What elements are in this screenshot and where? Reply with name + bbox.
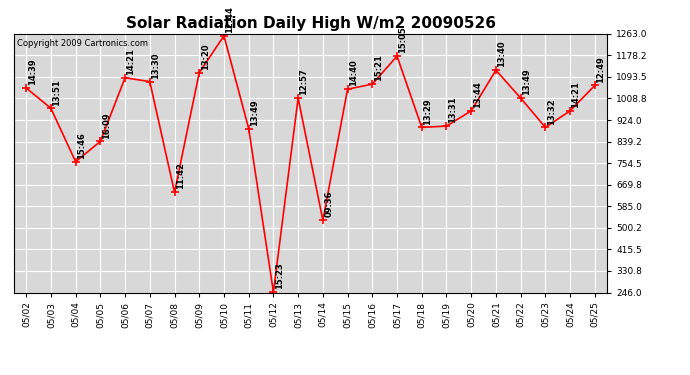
Text: 13:49: 13:49 [250,99,259,126]
Text: 12:44: 12:44 [226,6,235,33]
Text: 13:30: 13:30 [151,52,160,79]
Text: 12:57: 12:57 [299,69,308,95]
Text: 16:09: 16:09 [101,112,110,139]
Text: 15:05: 15:05 [398,27,407,53]
Text: 14:40: 14:40 [349,60,358,86]
Text: 13:49: 13:49 [522,69,531,95]
Text: Copyright 2009 Cartronics.com: Copyright 2009 Cartronics.com [17,39,148,48]
Text: 13:29: 13:29 [423,98,432,124]
Text: 13:20: 13:20 [201,43,210,70]
Text: 13:51: 13:51 [52,79,61,105]
Text: 13:31: 13:31 [448,97,457,123]
Text: 13:44: 13:44 [473,81,482,108]
Text: 15:21: 15:21 [374,54,383,81]
Text: 14:21: 14:21 [571,81,580,108]
Text: 15:23: 15:23 [275,262,284,289]
Text: 09:36: 09:36 [324,191,333,217]
Text: 14:39: 14:39 [28,58,37,85]
Text: 13:32: 13:32 [546,98,555,124]
Text: 13:40: 13:40 [497,41,506,68]
Text: 14:21: 14:21 [126,48,135,75]
Text: 11:42: 11:42 [176,163,185,189]
Title: Solar Radiation Daily High W/m2 20090526: Solar Radiation Daily High W/m2 20090526 [126,16,495,31]
Text: 15:46: 15:46 [77,132,86,159]
Text: 12:49: 12:49 [596,56,605,82]
